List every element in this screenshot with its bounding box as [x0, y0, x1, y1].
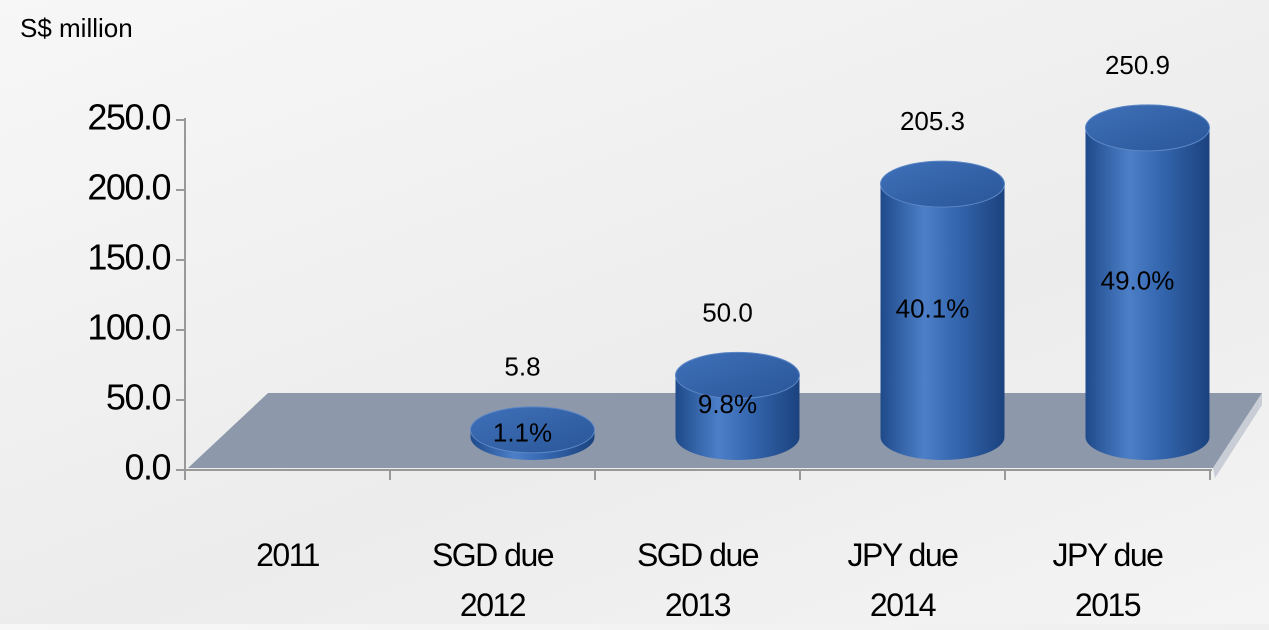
x-tick-label: 2011 [256, 537, 320, 573]
x-tick-label: JPY due 2015 [1052, 537, 1164, 623]
floor-edge [1213, 393, 1262, 478]
value-label: 250.9 [1105, 50, 1170, 80]
percent-label: 1.1% [493, 418, 552, 448]
cylinder-top [675, 351, 800, 399]
percent-label: 49.0% [1101, 265, 1175, 295]
cylinder-top [880, 160, 1005, 208]
y-tick-label: 100.0 [87, 307, 170, 348]
x-tick-label: SGD due 2013 [636, 537, 760, 623]
y-tick-label: 50.0 [106, 377, 171, 418]
cylinder-body [1085, 127, 1210, 460]
value-label: 50.0 [702, 297, 753, 327]
cylinder-body [880, 184, 1005, 460]
x-tick-label: SGD due 2012 [431, 537, 555, 623]
axis-label: S$ million [20, 13, 133, 43]
percent-label: 40.1% [896, 293, 970, 323]
percent-label: 9.8% [698, 389, 757, 419]
x-tick-label: JPY due 2014 [847, 537, 959, 623]
cylinder-body [675, 375, 800, 460]
value-label: 5.8 [504, 352, 540, 382]
y-tick-label: 200.0 [87, 167, 170, 208]
cylinder-top [470, 406, 595, 454]
y-tick-label: 150.0 [87, 237, 170, 278]
y-tick-label: 0.0 [124, 447, 170, 488]
y-tick-label: 250.0 [87, 97, 170, 138]
cylinder-top [1085, 104, 1210, 152]
value-label: 205.3 [900, 106, 965, 136]
